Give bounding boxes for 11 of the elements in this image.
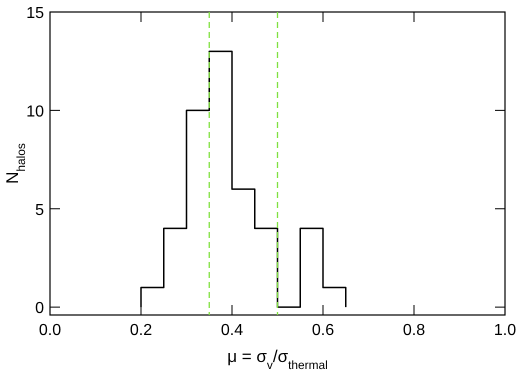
x-tick-label: 0.6 xyxy=(312,322,334,339)
x-tick-label: 0.0 xyxy=(38,322,62,339)
x-tick-label: 1.0 xyxy=(494,322,516,339)
y-tick-label: 5 xyxy=(35,202,44,219)
x-tick-label: 0.8 xyxy=(402,322,426,339)
x-tick-label: 0.2 xyxy=(130,322,152,339)
y-tick-label: 0 xyxy=(35,300,44,318)
x-tick-label: 0.4 xyxy=(220,322,244,339)
y-tick-label: 10 xyxy=(26,103,44,120)
y-tick-label: 15 xyxy=(26,5,44,22)
x-axis-title: μ = σ$_{v}$/σ$_{thermal}$ xyxy=(227,347,328,372)
